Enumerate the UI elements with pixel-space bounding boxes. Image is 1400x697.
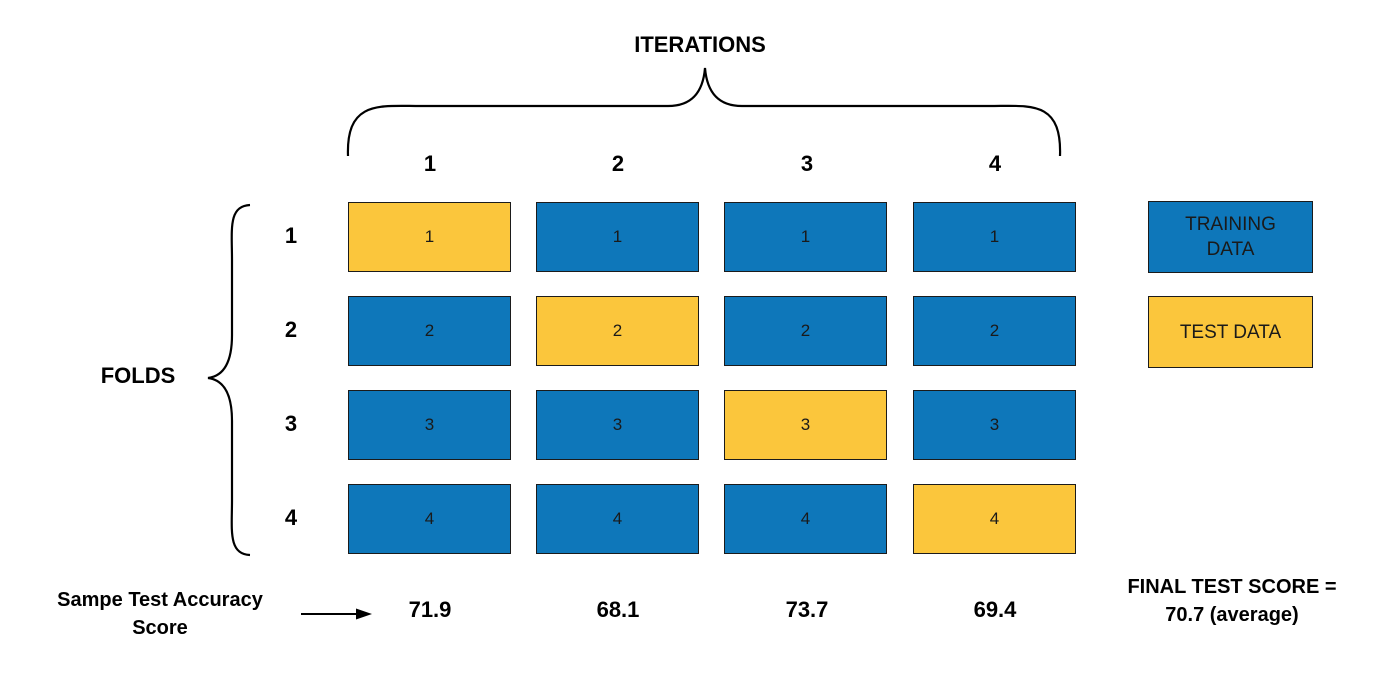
cell-fold4-iter1: 4 <box>348 484 511 554</box>
cell-fold1-iter4: 1 <box>913 202 1076 272</box>
cell-fold1-iter3: 1 <box>724 202 887 272</box>
score-arrow-head <box>356 608 372 620</box>
score-iter-1: 71.9 <box>408 597 452 622</box>
cell-fold4-iter3: 4 <box>724 484 887 554</box>
folds-title: FOLDS <box>100 363 176 388</box>
final-score-line1: FINAL TEST SCORE = <box>1127 576 1337 598</box>
fold-label-3: 3 <box>284 411 298 436</box>
cell-fold3-iter4: 3 <box>913 390 1076 460</box>
fold-label-1: 1 <box>284 223 298 248</box>
iterations-brace <box>346 67 1062 157</box>
legend-training-line2: DATA <box>1206 239 1255 260</box>
folds-brace <box>207 203 251 557</box>
cell-fold1-iter1: 1 <box>348 202 511 272</box>
iteration-label-1: 1 <box>423 151 437 176</box>
iterations-title: ITERATIONS <box>634 32 766 57</box>
cell-fold2-iter4: 2 <box>913 296 1076 366</box>
cell-fold3-iter3: 3 <box>724 390 887 460</box>
score-caption: Sampe Test Accuracy Score <box>22 586 298 642</box>
score-iter-2: 68.1 <box>596 597 640 622</box>
final-score-line2: 70.7 (average) <box>1165 604 1299 626</box>
legend-training-line1: TRAINING <box>1185 214 1276 235</box>
cell-fold2-iter3: 2 <box>724 296 887 366</box>
fold-label-4: 4 <box>284 505 298 530</box>
cell-fold4-iter4: 4 <box>913 484 1076 554</box>
cell-fold4-iter2: 4 <box>536 484 699 554</box>
iteration-label-4: 4 <box>988 151 1002 176</box>
cell-fold3-iter2: 3 <box>536 390 699 460</box>
legend-test-data: TEST DATA <box>1148 296 1313 368</box>
iteration-label-2: 2 <box>611 151 625 176</box>
cell-fold2-iter1: 2 <box>348 296 511 366</box>
score-caption-line2: Score <box>132 617 188 639</box>
fold-label-2: 2 <box>284 317 298 342</box>
cell-fold2-iter2: 2 <box>536 296 699 366</box>
score-iter-4: 69.4 <box>973 597 1017 622</box>
iteration-label-3: 3 <box>800 151 814 176</box>
final-test-score: FINAL TEST SCORE = 70.7 (average) <box>1098 573 1366 629</box>
cell-fold1-iter2: 1 <box>536 202 699 272</box>
legend-test-label: TEST DATA <box>1179 321 1282 343</box>
legend-training-data: TRAINING DATA <box>1148 201 1313 273</box>
score-iter-3: 73.7 <box>785 597 829 622</box>
score-caption-line1: Sampe Test Accuracy <box>57 589 263 611</box>
cell-fold3-iter1: 3 <box>348 390 511 460</box>
